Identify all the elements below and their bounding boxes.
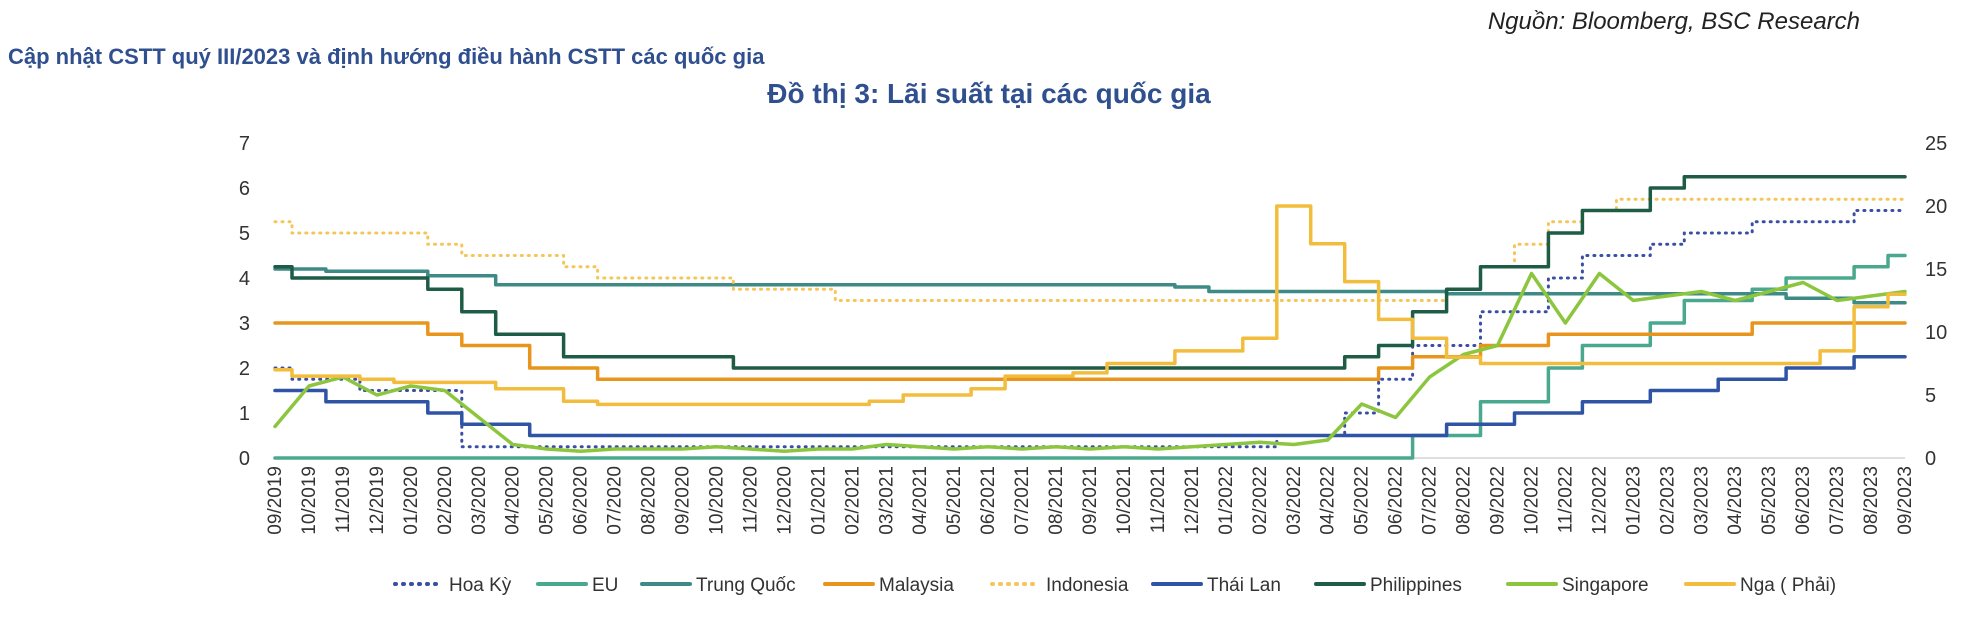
source-note: Nguồn: Bloomberg, BSC Research (1487, 8, 1860, 35)
legend-label: Trung Quốc (696, 575, 796, 596)
y-left-tick-label: 3 (239, 313, 250, 335)
x-tick-label: 02/2022 (1250, 466, 1271, 535)
series-line (273, 321, 1907, 382)
x-tick-label: 08/2022 (1454, 466, 1475, 535)
x-tick-label: 08/2020 (639, 466, 660, 535)
x-tick-label: 05/2022 (1352, 466, 1373, 535)
y-right-tick-label: 25 (1925, 133, 1947, 155)
x-tick-label: 10/2019 (299, 466, 320, 535)
x-tick-label: 05/2021 (944, 466, 965, 535)
series-line (273, 209, 1907, 449)
x-tick-label: 04/2020 (503, 466, 524, 535)
x-tick-label: 07/2020 (605, 466, 626, 535)
series-line (273, 267, 1907, 305)
y-left-tick-label: 0 (239, 448, 250, 470)
x-tick-label: 08/2021 (1046, 466, 1067, 535)
x-tick-label: 01/2022 (1216, 466, 1237, 535)
x-tick-label: 11/2020 (740, 466, 761, 533)
x-tick-label: 03/2020 (469, 466, 490, 535)
x-tick-label: 10/2021 (1114, 466, 1135, 535)
legend-label: Malaysia (879, 575, 954, 596)
x-tick-label: 05/2023 (1759, 466, 1780, 535)
series-line (273, 253, 1907, 460)
series-line (273, 204, 1907, 407)
legend-label: Indonesia (1046, 575, 1129, 596)
y-left-tick-label: 7 (239, 133, 250, 155)
legend-label: Nga ( Phải) (1740, 575, 1836, 596)
y-left-tick-label: 6 (239, 178, 250, 200)
legend-label: Hoa Kỳ (449, 575, 512, 596)
legend-label: Philippines (1370, 575, 1462, 596)
x-tick-label: 10/2022 (1521, 466, 1542, 535)
x-tick-label: 09/2022 (1488, 466, 1509, 535)
x-tick-label: 10/2020 (706, 466, 727, 535)
y-left-tick-label: 1 (239, 403, 250, 425)
x-tick-label: 06/2023 (1793, 466, 1814, 535)
x-tick-label: 12/2021 (1182, 466, 1203, 535)
x-tick-label: 11/2022 (1555, 466, 1576, 533)
x-tick-label: 01/2023 (1623, 466, 1644, 535)
y-left-tick-label: 4 (239, 268, 250, 290)
x-tick-label: 01/2021 (808, 466, 829, 535)
chart-title: Đồ thị 3: Lãi suất tại các quốc gia (767, 78, 1211, 109)
series-line (273, 355, 1907, 438)
x-tick-label: 07/2021 (1012, 466, 1033, 535)
x-tick-label: 12/2022 (1589, 466, 1610, 535)
x-tick-label: 03/2022 (1284, 466, 1305, 535)
x-tick-label: 02/2023 (1657, 466, 1678, 535)
x-tick-label: 08/2023 (1861, 466, 1882, 535)
series-line (273, 271, 1907, 454)
y-right-tick-label: 0 (1925, 448, 1936, 470)
legend-label: Thái Lan (1207, 575, 1281, 596)
y-left-tick-label: 5 (239, 223, 250, 245)
x-tick-label: 01/2020 (401, 466, 422, 535)
x-tick-label: 04/2021 (910, 466, 931, 535)
x-tick-label: 05/2020 (537, 466, 558, 535)
x-tick-label: 04/2023 (1725, 466, 1746, 535)
x-tick-label: 04/2022 (1318, 466, 1339, 535)
x-tick-label: 07/2023 (1827, 466, 1848, 535)
x-tick-label: 12/2020 (774, 466, 795, 535)
x-tick-label: 02/2020 (435, 466, 456, 535)
x-tick-label: 09/2023 (1895, 466, 1916, 535)
y-right-tick-label: 15 (1925, 259, 1947, 281)
series-line (273, 175, 1907, 370)
y-left-tick-label: 2 (239, 358, 250, 380)
section-title: Cập nhật CSTT quý III/2023 và định hướng… (8, 44, 765, 69)
x-tick-label: 09/2020 (673, 466, 694, 535)
x-tick-label: 09/2019 (265, 466, 286, 535)
x-tick-label: 09/2021 (1080, 466, 1101, 535)
x-tick-label: 06/2022 (1386, 466, 1407, 535)
x-tick-label: 11/2021 (1148, 466, 1169, 533)
y-right-tick-label: 20 (1925, 196, 1947, 218)
y-right-tick-label: 5 (1925, 385, 1936, 407)
x-tick-label: 03/2023 (1691, 466, 1712, 535)
x-tick-label: 02/2021 (842, 466, 863, 535)
x-tick-label: 03/2021 (876, 466, 897, 535)
legend-label: EU (592, 575, 618, 596)
y-right-tick-label: 10 (1925, 322, 1947, 344)
x-tick-label: 12/2019 (367, 466, 388, 535)
x-tick-label: 07/2022 (1420, 466, 1441, 535)
legend-label: Singapore (1562, 575, 1649, 596)
x-tick-label: 06/2021 (978, 466, 999, 535)
x-tick-label: 11/2019 (333, 466, 354, 533)
x-tick-label: 06/2020 (571, 466, 592, 535)
